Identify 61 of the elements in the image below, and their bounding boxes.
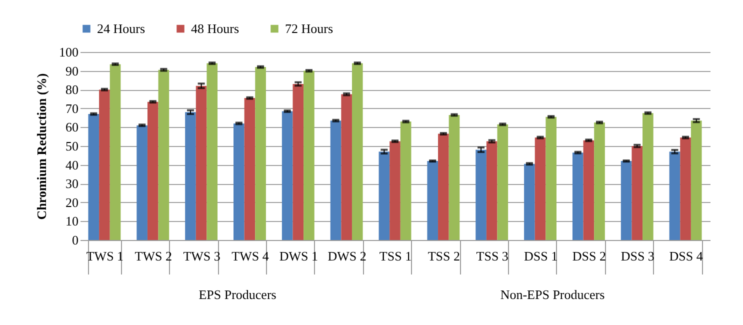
bar <box>206 63 218 240</box>
bar <box>234 123 244 240</box>
bar <box>486 141 498 240</box>
bar <box>304 70 314 240</box>
bar <box>341 94 352 240</box>
bar <box>427 161 438 240</box>
bar <box>110 64 121 240</box>
y-tick-label: 50 <box>66 138 78 154</box>
bar <box>680 138 691 240</box>
x-tick-label: TSS 1 <box>379 248 412 264</box>
y-tick-label: 30 <box>66 176 78 192</box>
legend-label: 48 Hours <box>191 20 240 36</box>
x-tick-label: DSS 1 <box>524 248 558 264</box>
x-tick-label: TSS 2 <box>428 248 460 264</box>
bar <box>448 114 460 240</box>
bar <box>546 116 556 240</box>
bar <box>330 120 342 240</box>
x-tick-label: TWS 3 <box>183 248 220 264</box>
x-tick-label: TWS 4 <box>232 248 270 264</box>
y-tick-label: 0 <box>72 232 78 248</box>
x-tick-label: DSS 3 <box>620 248 654 264</box>
bar <box>147 102 158 240</box>
bar <box>594 122 605 240</box>
x-tick-label: TWS 1 <box>86 248 124 264</box>
bar <box>534 138 546 240</box>
bar <box>158 70 170 240</box>
bar <box>620 161 632 240</box>
bar <box>438 134 449 240</box>
x-tick-label: DWS 2 <box>328 248 366 264</box>
bar <box>583 140 594 240</box>
y-tick-label: 70 <box>66 100 78 116</box>
bar <box>390 141 400 240</box>
bar <box>572 152 584 240</box>
bar <box>99 90 110 240</box>
y-tick-label: 80 <box>66 82 78 98</box>
y-tick-label: 60 <box>66 120 78 135</box>
bar <box>255 67 266 240</box>
y-tick-label: 90 <box>66 63 78 78</box>
bar <box>497 124 508 240</box>
y-tick-label: 20 <box>66 194 78 210</box>
bar <box>642 113 654 240</box>
x-tick-label: DSS 4 <box>669 248 704 264</box>
legend-label: 24 Hours <box>97 20 146 36</box>
bar <box>244 98 256 240</box>
legend-label: 72 Hours <box>285 20 334 36</box>
x-tick-label: TWS 2 <box>134 248 172 264</box>
y-tick-label: 40 <box>66 157 78 172</box>
bar <box>400 122 412 240</box>
bar <box>88 114 100 240</box>
text: Non-EPS Producers <box>500 287 605 302</box>
bar <box>136 125 148 240</box>
bar <box>524 164 535 240</box>
x-tick-label: DWS 1 <box>279 248 318 264</box>
y-tick-label: 100 <box>59 44 78 60</box>
y-tick-label: 10 <box>66 214 78 229</box>
y-axis-title: Chromium Reduction (%) <box>34 73 49 220</box>
text: EPS Producers <box>198 287 276 302</box>
x-tick-label: TSS 3 <box>476 248 508 264</box>
x-tick-label: DSS 2 <box>572 248 606 264</box>
bar <box>352 63 363 240</box>
bar <box>282 111 293 240</box>
